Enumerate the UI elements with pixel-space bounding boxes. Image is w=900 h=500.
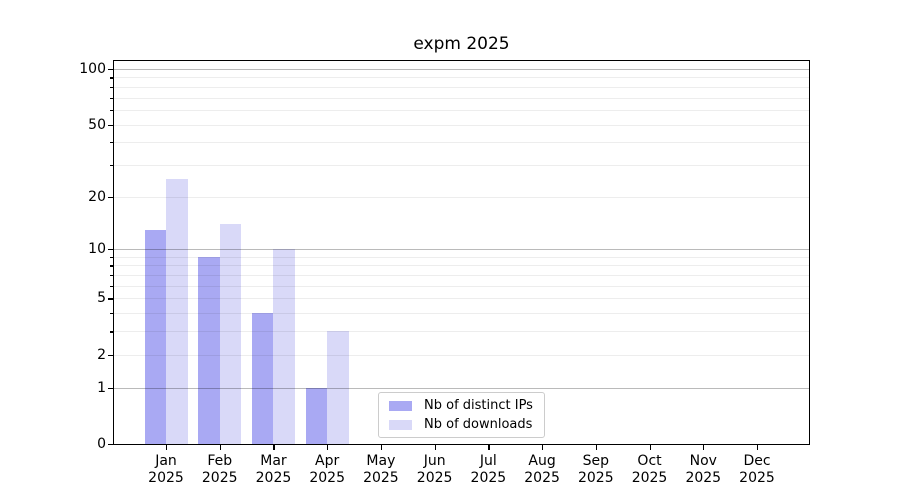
gridline-minor — [112, 256, 810, 258]
y-minor-tick — [110, 331, 113, 333]
legend-label: Nb of distinct IPs — [424, 398, 533, 413]
bar-downloads-mar — [273, 249, 295, 444]
y-tick-10 — [107, 249, 113, 251]
y-axis-tick-label: 1 — [97, 379, 106, 396]
gridline-minor — [112, 86, 810, 88]
bar-distinct-ips-mar — [251, 313, 274, 444]
legend-swatch-icon — [389, 400, 412, 411]
gridline-minor — [112, 285, 810, 287]
y-axis-tick-label: 50 — [88, 116, 106, 133]
y-tick-50 — [107, 124, 113, 126]
x-tick-jan — [166, 445, 168, 450]
x-tick-jul — [488, 445, 490, 450]
y-tick-0 — [107, 444, 113, 446]
y-minor-tick — [110, 97, 113, 99]
bar-downloads-jan — [166, 179, 188, 444]
y-tick-2 — [107, 354, 113, 356]
gridline-20 — [112, 196, 810, 198]
x-axis-tick-label: Feb 2025 — [201, 453, 238, 486]
y-minor-tick — [110, 109, 113, 112]
x-tick-may — [380, 445, 383, 450]
gridline-minor — [112, 164, 810, 166]
legend-label: Nb of downloads — [424, 417, 533, 432]
x-axis-tick-label: Apr 2025 — [309, 453, 345, 486]
bar-distinct-ips-apr — [305, 387, 328, 444]
y-axis-tick-label: 10 — [88, 241, 106, 258]
y-minor-tick — [110, 77, 113, 79]
gridline-10 — [112, 249, 810, 251]
bar-distinct-ips-feb — [198, 256, 220, 444]
x-tick-nov — [703, 445, 705, 450]
y-minor-tick — [110, 313, 113, 315]
gridline-minor — [112, 109, 810, 111]
x-tick-jun — [434, 445, 436, 450]
x-axis-tick-label: Jul 2025 — [470, 453, 507, 486]
bar-downloads-feb — [219, 223, 242, 444]
x-axis-tick-label: Jun 2025 — [416, 453, 453, 486]
x-axis-tick-label: May 2025 — [363, 453, 399, 486]
y-axis-tick-label: 0 — [97, 436, 106, 452]
y-tick-1 — [107, 387, 113, 389]
bar-downloads-apr — [327, 331, 349, 444]
y-minor-tick — [110, 265, 113, 267]
y-tick-100 — [107, 69, 113, 71]
gridline-minor — [112, 313, 810, 315]
y-axis-tick-label: 100 — [79, 61, 106, 77]
x-axis-tick-label: Mar 2025 — [255, 453, 292, 486]
y-tick-5 — [107, 298, 113, 300]
x-tick-mar — [273, 445, 275, 450]
x-axis-tick-label: Sep 2025 — [577, 453, 614, 486]
y-tick-20 — [107, 196, 113, 198]
x-axis-tick-label: Jan 2025 — [148, 453, 184, 486]
x-axis-tick-label: Dec 2025 — [739, 453, 775, 486]
gridline-minor — [112, 265, 810, 267]
gridline-minor — [112, 97, 810, 99]
y-minor-tick — [110, 164, 113, 167]
x-tick-feb — [219, 445, 221, 450]
x-tick-oct — [649, 445, 651, 450]
y-axis-tick-label: 2 — [97, 346, 106, 363]
gridline-minor — [112, 77, 810, 79]
gridline-5 — [112, 298, 810, 300]
y-minor-tick — [110, 256, 113, 259]
y-minor-tick — [110, 86, 113, 89]
legend-swatch-icon — [389, 419, 412, 430]
gridline-50 — [112, 124, 810, 126]
x-axis-tick-label: Aug 2025 — [524, 453, 560, 486]
y-minor-tick — [110, 142, 113, 144]
x-axis-tick-label: Nov 2025 — [685, 453, 722, 486]
x-tick-aug — [542, 445, 544, 450]
chart-title: expm 2025 — [413, 34, 510, 54]
gridline-2 — [112, 354, 810, 356]
gridline-minor — [112, 275, 810, 277]
y-axis-tick-label: 20 — [88, 188, 106, 205]
gridline-minor — [112, 142, 810, 144]
x-tick-sep — [595, 445, 597, 450]
gridline-minor — [112, 331, 810, 333]
y-axis-tick-label: 5 — [97, 290, 106, 307]
gridline-1 — [112, 387, 810, 389]
y-minor-tick — [110, 275, 113, 277]
legend-item: Nb of downloads — [389, 416, 534, 433]
legend-box: Nb of distinct IPs Nb of downloads — [378, 392, 545, 438]
y-minor-tick — [110, 285, 113, 288]
x-tick-dec — [757, 445, 759, 450]
x-tick-apr — [327, 445, 329, 450]
gridline-100 — [112, 69, 810, 70]
x-axis-tick-label: Oct 2025 — [631, 453, 668, 486]
bar-distinct-ips-jan — [144, 229, 166, 444]
legend-item: Nb of distinct IPs — [389, 397, 534, 414]
